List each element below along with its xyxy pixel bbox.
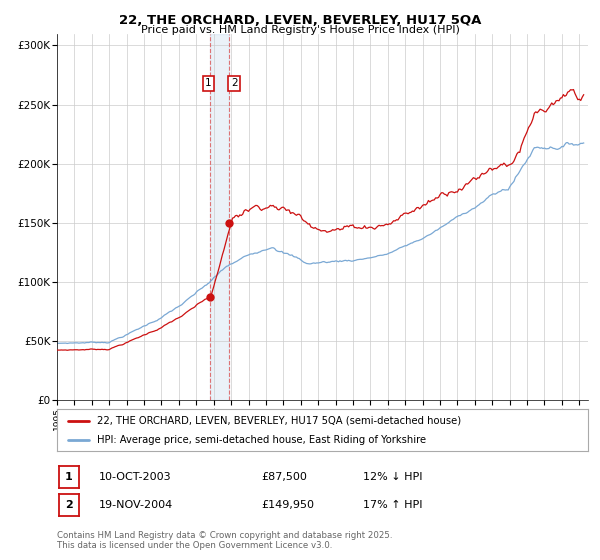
Text: HPI: Average price, semi-detached house, East Riding of Yorkshire: HPI: Average price, semi-detached house,… bbox=[97, 435, 426, 445]
Text: 19-NOV-2004: 19-NOV-2004 bbox=[99, 500, 173, 510]
Text: 10-OCT-2003: 10-OCT-2003 bbox=[99, 472, 172, 482]
Text: Price paid vs. HM Land Registry's House Price Index (HPI): Price paid vs. HM Land Registry's House … bbox=[140, 25, 460, 35]
Text: 17% ↑ HPI: 17% ↑ HPI bbox=[363, 500, 422, 510]
Text: 22, THE ORCHARD, LEVEN, BEVERLEY, HU17 5QA (semi-detached house): 22, THE ORCHARD, LEVEN, BEVERLEY, HU17 5… bbox=[97, 416, 461, 426]
Text: Contains HM Land Registry data © Crown copyright and database right 2025.
This d: Contains HM Land Registry data © Crown c… bbox=[57, 531, 392, 550]
Text: 1: 1 bbox=[65, 472, 73, 482]
Text: £87,500: £87,500 bbox=[261, 472, 307, 482]
Bar bbox=[210, 34, 229, 400]
Text: 12% ↓ HPI: 12% ↓ HPI bbox=[363, 472, 422, 482]
Text: 1: 1 bbox=[205, 78, 212, 88]
Text: 2: 2 bbox=[231, 78, 238, 88]
Text: 2: 2 bbox=[65, 500, 73, 510]
Text: 22, THE ORCHARD, LEVEN, BEVERLEY, HU17 5QA: 22, THE ORCHARD, LEVEN, BEVERLEY, HU17 5… bbox=[119, 14, 481, 27]
Text: £149,950: £149,950 bbox=[261, 500, 314, 510]
